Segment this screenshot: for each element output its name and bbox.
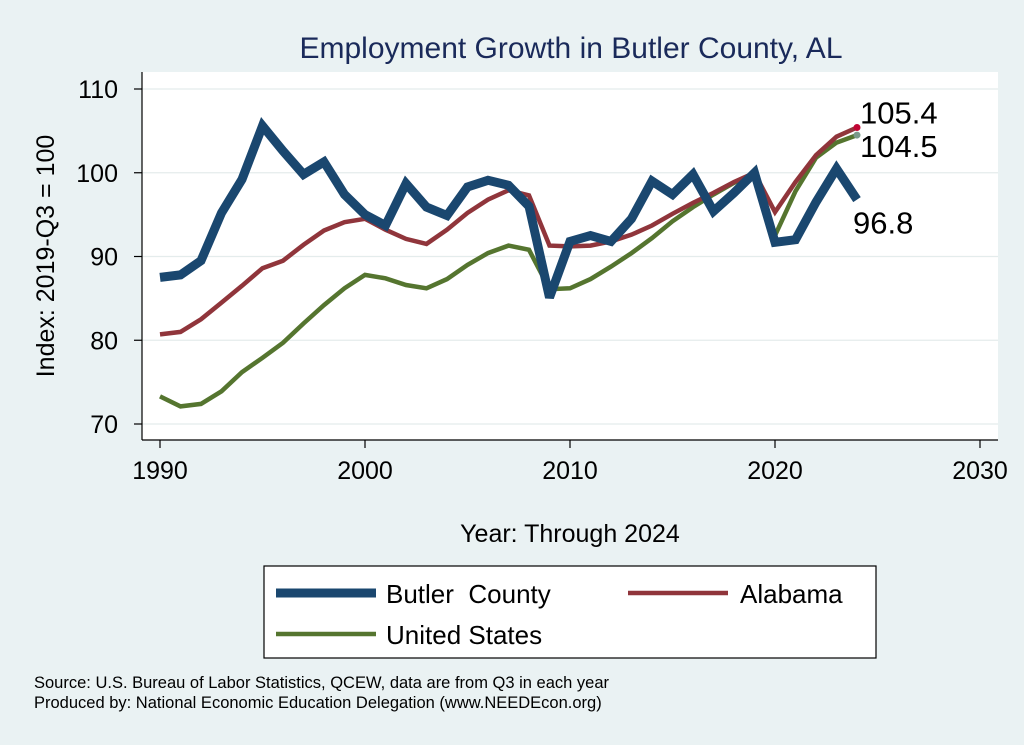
producer-note: Produced by: National Economic Education…: [34, 694, 602, 712]
end-marker-alabama: [853, 124, 861, 132]
x-tick-label-2010: 2010: [542, 457, 598, 485]
x-tick-label-2030: 2030: [952, 457, 1008, 485]
end-marker-united-states: [853, 131, 861, 139]
y-tick-label-100: 100: [76, 160, 118, 188]
legend-box: [263, 565, 877, 659]
chart-title: Employment Growth in Butler County, AL: [299, 32, 842, 65]
legend-label-butler-county: Butler County: [386, 579, 551, 609]
legend: Butler County Alabama United States: [263, 565, 877, 659]
end-label-united-states: 104.5: [860, 129, 938, 164]
y-tick-label-90: 90: [90, 244, 118, 272]
y-axis-title: Index: 2019-Q3 = 100: [32, 135, 60, 378]
legend-label-alabama: Alabama: [740, 579, 843, 609]
y-tick-label-110: 110: [78, 76, 118, 104]
legend-label-united-states: United States: [386, 620, 542, 650]
source-note: Source: U.S. Bureau of Labor Statistics,…: [34, 674, 610, 692]
x-tick-label-2020: 2020: [747, 457, 803, 485]
x-tick-label-2000: 2000: [337, 457, 393, 485]
x-tick-label-1990: 1990: [132, 457, 188, 485]
series-lines: [159, 117, 861, 409]
x-axis-title: Year: Through 2024: [460, 520, 680, 548]
y-tick-label-80: 80: [90, 327, 118, 355]
end-label-butler-county: 96.8: [853, 206, 913, 241]
series-line-butler-county: [159, 117, 861, 300]
x-axis-ticks: 1990 2000 2010 2020 2030: [132, 440, 1008, 485]
y-axis-ticks: 70 80 90 100 110: [76, 76, 142, 439]
y-tick-label-70: 70: [90, 411, 118, 439]
end-label-alabama: 105.4: [860, 96, 938, 131]
